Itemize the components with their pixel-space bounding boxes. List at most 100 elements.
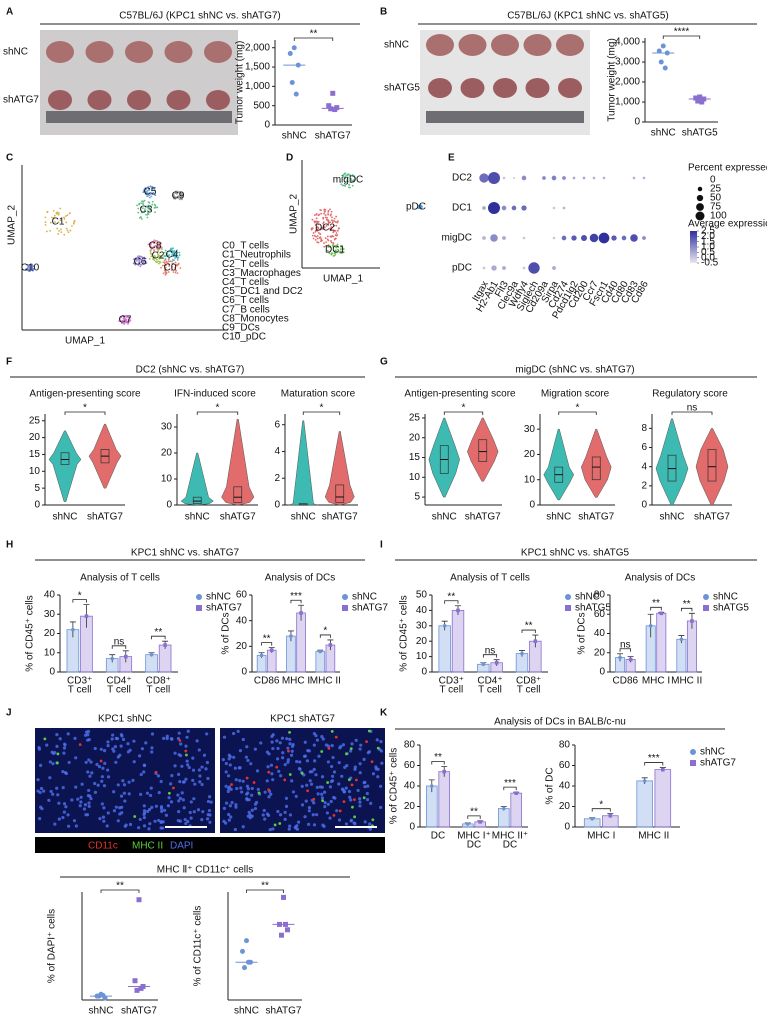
- cell: [65, 221, 68, 224]
- y-axis-label: Tumor weight (mg): [235, 41, 246, 125]
- data-point: [608, 813, 613, 818]
- cell: [147, 201, 150, 204]
- x-tick-label: shATG7: [578, 512, 614, 523]
- cell: [143, 209, 146, 212]
- y-tick-label: 40: [404, 781, 416, 792]
- nucleus: [61, 769, 65, 774]
- cell: [323, 242, 325, 245]
- nucleus: [93, 781, 97, 786]
- cell: [175, 269, 177, 272]
- bar: [438, 771, 451, 828]
- nucleus: [79, 800, 83, 804]
- nucleus: [48, 760, 52, 764]
- nucleus: [140, 747, 144, 751]
- nucleus: [300, 803, 305, 807]
- cell: [334, 249, 337, 252]
- cell: [155, 258, 158, 261]
- cell: [151, 187, 153, 190]
- nucleus: [358, 797, 362, 801]
- dot: [502, 176, 506, 180]
- violin: [48, 430, 82, 502]
- cell: [349, 174, 352, 177]
- cell: [178, 198, 181, 201]
- cell: [317, 241, 320, 244]
- stain: [172, 786, 175, 790]
- cell: [152, 242, 155, 244]
- nucleus: [164, 813, 169, 817]
- data-point: [342, 605, 348, 611]
- y-tick-label: 1,500: [245, 62, 270, 73]
- nucleus: [87, 738, 91, 742]
- violin: [467, 417, 499, 482]
- data-point: [660, 43, 666, 49]
- cell: [160, 246, 163, 249]
- y-tick-label: 60: [559, 760, 571, 771]
- cell: [342, 248, 345, 250]
- cell: [142, 203, 145, 205]
- size-key: [697, 186, 703, 192]
- group-title: DC2 (shNC vs. shATG7): [136, 365, 245, 376]
- dot: [521, 175, 527, 181]
- cell: [54, 221, 56, 223]
- data-point: [287, 51, 293, 57]
- cell: [334, 229, 337, 232]
- significance-bracket: [591, 808, 611, 812]
- nucleus: [308, 779, 312, 783]
- nucleus: [78, 804, 82, 808]
- nucleus: [341, 743, 346, 747]
- cell: [51, 216, 53, 219]
- cell: [174, 197, 177, 200]
- data-point: [71, 627, 75, 632]
- nucleus: [184, 821, 188, 826]
- legend-label: shATG7: [700, 758, 736, 769]
- nucleus: [276, 809, 280, 814]
- significance-bracket: [644, 762, 664, 766]
- cell: [174, 192, 177, 195]
- x-tick-label: CD8⁺: [146, 676, 171, 687]
- x-tick-label: CD4⁺: [477, 676, 502, 687]
- tumor: [85, 41, 114, 63]
- box: [233, 486, 243, 503]
- nucleus: [228, 804, 232, 808]
- cell: [24, 268, 27, 271]
- nucleus: [287, 827, 291, 831]
- cell: [324, 208, 327, 211]
- ruler: [46, 111, 232, 123]
- significance-label: **: [652, 598, 660, 609]
- y-tick-label: 2: [274, 473, 280, 484]
- nucleus: [263, 790, 267, 794]
- cell: [165, 272, 168, 274]
- nucleus: [270, 772, 274, 776]
- nucleus: [177, 772, 181, 776]
- cell: [163, 262, 166, 265]
- data-point: [656, 48, 662, 54]
- nucleus: [348, 795, 352, 799]
- cell: [313, 214, 316, 217]
- cell: [333, 230, 335, 233]
- nucleus: [238, 749, 243, 753]
- cell: [145, 193, 147, 196]
- chart-title: Analysis of T cells: [80, 573, 160, 584]
- cell: [142, 191, 145, 194]
- y-axis-label: % of CD45⁺ cells: [25, 595, 36, 671]
- cell: [158, 242, 160, 244]
- x-tick-label: shATG5: [682, 128, 718, 139]
- nucleus: [173, 764, 177, 768]
- nucleus: [374, 767, 378, 771]
- nucleus: [238, 779, 242, 783]
- significance-bracket: [521, 629, 536, 634]
- data-point: [648, 624, 653, 628]
- nucleus: [127, 792, 131, 796]
- cell: [122, 319, 124, 322]
- cell: [140, 261, 143, 263]
- nucleus: [234, 803, 238, 807]
- nucleus: [115, 737, 120, 741]
- dot: [592, 176, 596, 180]
- nucleus: [198, 774, 202, 778]
- nucleus: [278, 813, 283, 817]
- cell: [330, 228, 333, 230]
- nucleus: [306, 749, 310, 753]
- cell: [324, 226, 326, 229]
- cell: [331, 235, 334, 237]
- group-title: KPC1 shNC vs. shATG7: [131, 548, 240, 559]
